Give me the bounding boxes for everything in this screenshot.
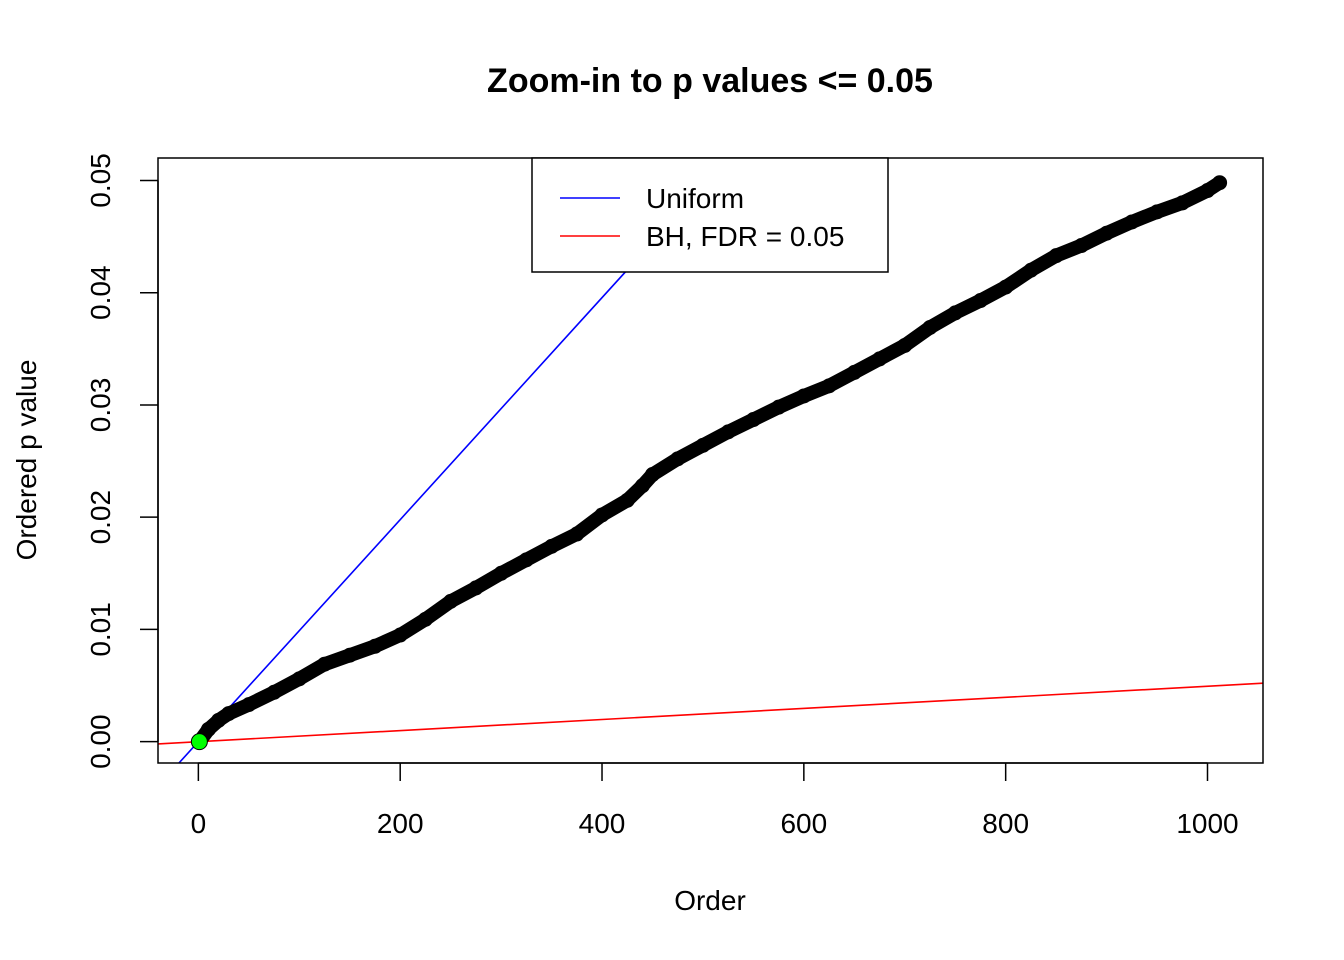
data-point [569, 526, 585, 542]
data-point [1199, 183, 1215, 199]
data-point [922, 319, 938, 335]
legend-label-uniform: Uniform [646, 183, 744, 214]
data-point [972, 293, 988, 309]
y-tick-label: 0.05 [85, 153, 116, 208]
y-tick-label: 0.00 [85, 714, 116, 769]
data-point [695, 437, 711, 453]
x-tick-label: 600 [780, 808, 827, 839]
data-point [291, 671, 307, 687]
data-point [417, 611, 433, 627]
x-tick-label: 1000 [1176, 808, 1238, 839]
legend-label-bh: BH, FDR = 0.05 [646, 221, 844, 252]
x-tick-label: 400 [579, 808, 626, 839]
y-axis-label: Ordered p value [11, 360, 42, 561]
data-point [544, 538, 560, 554]
data-point [821, 378, 837, 394]
x-axis-label: Order [674, 885, 746, 916]
data-point [241, 697, 257, 713]
data-point [998, 279, 1014, 295]
legend: Uniform BH, FDR = 0.05 [531, 157, 889, 273]
chart-title: Zoom-in to p values <= 0.05 [487, 62, 933, 100]
data-point [1124, 214, 1140, 230]
data-point [720, 424, 736, 440]
y-tick-label: 0.04 [85, 265, 116, 320]
data-point [947, 305, 963, 321]
data-point [796, 388, 812, 404]
data-point [897, 337, 913, 353]
data-point [1099, 225, 1115, 241]
data-point [644, 467, 660, 483]
data-point [634, 478, 650, 494]
y-axis: 0.00 0.01 0.02 0.03 0.04 0.05 [85, 153, 159, 769]
data-point [221, 706, 237, 722]
data-point [1174, 195, 1190, 211]
reference-line-bh [158, 682, 1263, 745]
data-point [266, 684, 282, 700]
y-tick-label: 0.01 [85, 602, 116, 657]
x-tick-label: 800 [982, 808, 1029, 839]
data-point [468, 580, 484, 596]
data-point [200, 721, 216, 737]
data-point [594, 507, 610, 523]
highlight-point [190, 733, 208, 751]
data-point [1149, 204, 1165, 220]
data-point [872, 351, 888, 367]
data-point [342, 647, 358, 663]
data-point [1023, 262, 1039, 278]
data-point [771, 399, 787, 415]
x-tick-label: 0 [191, 808, 207, 839]
data-point [367, 638, 383, 654]
data-point [1073, 238, 1089, 254]
y-tick-label: 0.03 [85, 378, 116, 433]
data-point [670, 451, 686, 467]
x-tick-label: 200 [377, 808, 424, 839]
data-point [846, 364, 862, 380]
x-axis: 0 200 400 600 800 1000 [191, 762, 1239, 839]
legend-box [531, 157, 889, 273]
data-point [619, 492, 635, 508]
data-point [745, 412, 761, 428]
data-point [1048, 248, 1064, 264]
data-point [493, 565, 509, 581]
highlight-layer [190, 733, 208, 751]
data-points [191, 175, 1228, 750]
data-point [443, 593, 459, 609]
data-point [392, 627, 408, 643]
y-tick-label: 0.02 [85, 490, 116, 545]
data-point [518, 552, 534, 568]
data-point [1212, 175, 1228, 191]
data-point [317, 656, 333, 672]
